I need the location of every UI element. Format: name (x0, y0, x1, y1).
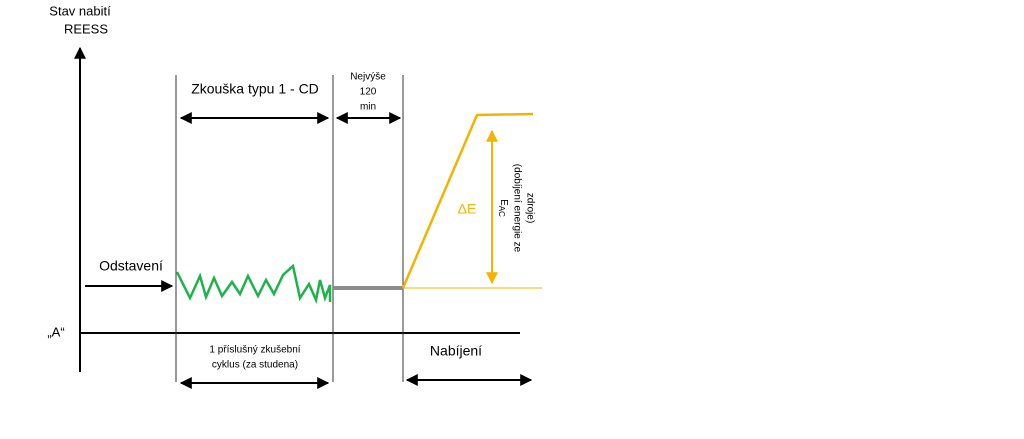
test-trace (175, 263, 332, 305)
energy-label: (dobíjení energie ze (511, 164, 522, 253)
phase-label: 1 příslušný zkušební (209, 345, 300, 356)
y-axis-label: REESS (64, 21, 108, 36)
energy-subscript: AC (497, 206, 506, 217)
y-axis-label: Stav nabití (49, 3, 111, 18)
energy-symbol: E (498, 199, 509, 206)
phase-label: cyklus (za studena) (212, 360, 298, 371)
phase-label: Odstavení (99, 258, 163, 274)
x-axis-label: „A“ (47, 324, 64, 339)
charge-trace (401, 112, 534, 289)
energy-label: zdroje) (524, 193, 535, 224)
delta-label: ΔE (458, 201, 477, 217)
phase-label: 120 (360, 87, 377, 98)
phase-label: Zkouška typu 1 - CD (191, 81, 319, 97)
phase-label: min (360, 102, 376, 113)
phase-label: Nejvýše (350, 72, 386, 83)
energy-label: EAC (497, 199, 509, 217)
phase-label: Nabíjení (430, 343, 482, 359)
